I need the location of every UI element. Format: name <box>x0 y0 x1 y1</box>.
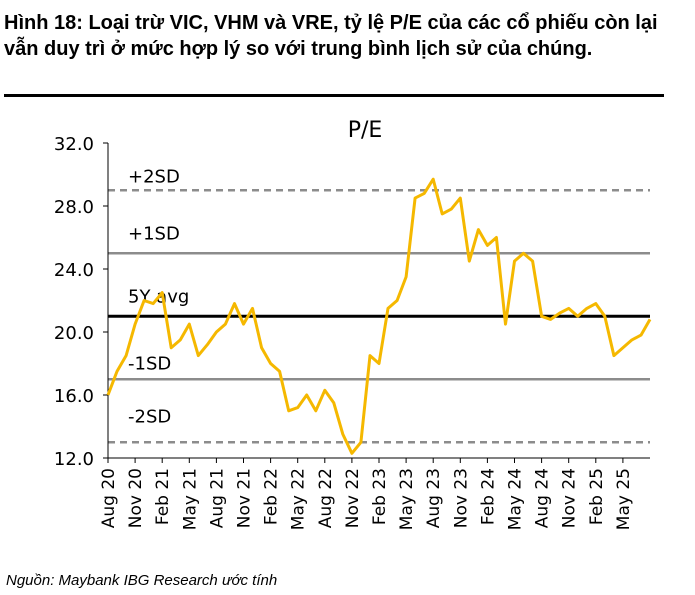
source-note: Nguồn: Maybank IBG Research ước tính <box>6 572 278 589</box>
x-tick-label: Feb 23 <box>370 468 390 525</box>
x-tick-label: Aug 22 <box>316 468 336 528</box>
y-tick-label: 12.0 <box>54 449 94 470</box>
x-tick-label: Feb 24 <box>478 468 498 525</box>
title-divider <box>4 94 664 97</box>
ref-line-label: -1SD <box>128 353 171 374</box>
ref-line-label: -2SD <box>128 406 171 427</box>
ref-line-label: +2SD <box>128 166 180 187</box>
y-tick-label: 20.0 <box>54 323 94 344</box>
ref-line-label: +1SD <box>128 223 180 244</box>
x-tick-label: Aug 20 <box>99 468 119 528</box>
x-tick-label: Nov 21 <box>235 468 255 528</box>
y-tick-label: 24.0 <box>54 260 94 281</box>
x-tick-label: May 22 <box>289 468 309 530</box>
x-tick-label: May 23 <box>397 468 417 530</box>
x-tick-label: Feb 21 <box>153 468 173 525</box>
x-tick-label: Nov 20 <box>126 468 146 528</box>
x-tick-label: Aug 23 <box>424 468 444 528</box>
x-tick-label: Feb 22 <box>262 468 282 525</box>
y-tick-label: 16.0 <box>54 386 94 407</box>
x-tick-label: Nov 22 <box>343 468 363 528</box>
x-tick-label: May 21 <box>180 468 200 530</box>
x-tick-label: May 25 <box>614 468 634 530</box>
y-tick-label: 32.0 <box>54 134 94 155</box>
x-tick-label: Aug 21 <box>207 468 227 528</box>
x-tick-label: Nov 23 <box>451 468 471 528</box>
pe-series-line <box>106 177 652 455</box>
x-tick-label: May 24 <box>506 468 526 530</box>
x-tick-label: Aug 24 <box>533 468 553 528</box>
chart-title: P/E <box>348 118 383 143</box>
pe-series <box>106 177 652 455</box>
y-tick-label: 28.0 <box>54 197 94 218</box>
x-tick-label: Nov 24 <box>560 468 580 528</box>
x-tick-label: Feb 25 <box>587 468 607 525</box>
figure-title: Hình 18: Loại trừ VIC, VHM và VRE, tỷ lệ… <box>4 12 658 60</box>
